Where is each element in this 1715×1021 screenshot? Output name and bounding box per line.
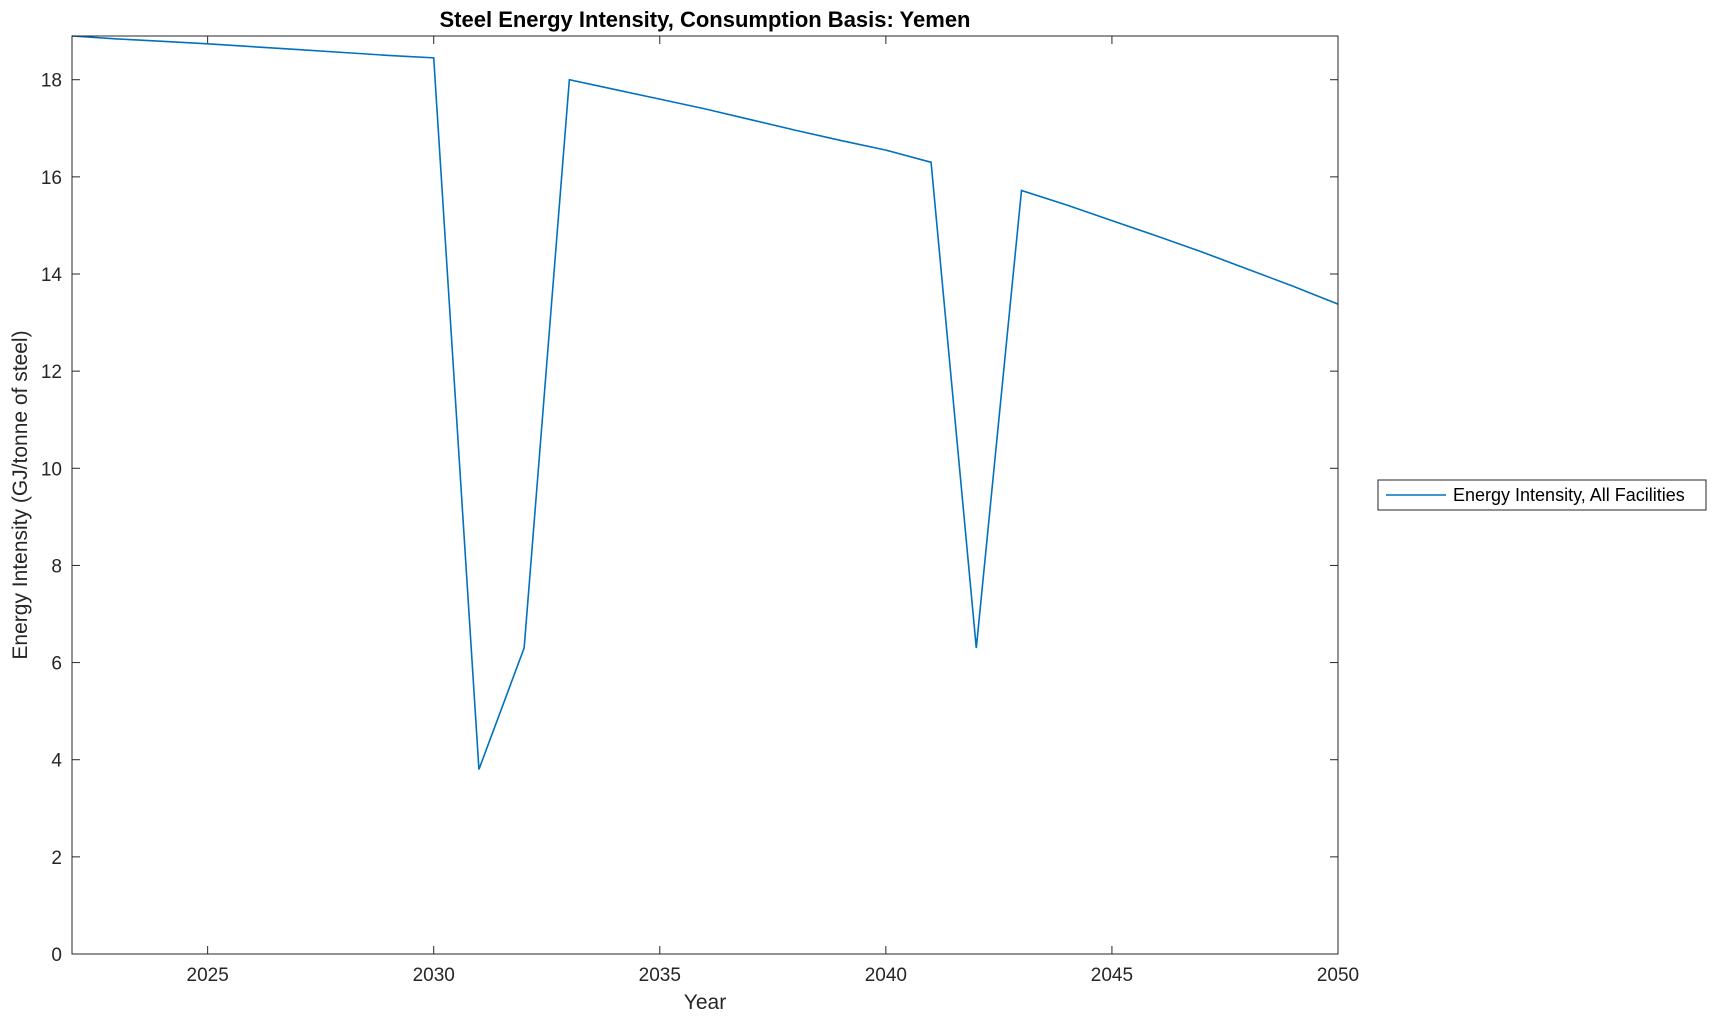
data-point [795, 129, 797, 131]
y-tick-label: 2 [51, 848, 62, 869]
data-point [930, 161, 932, 163]
data-point [116, 38, 118, 40]
series-line-energy-intensity [71, 35, 1339, 770]
data-point [1156, 235, 1158, 237]
data-point [885, 149, 887, 151]
data-point [523, 647, 525, 649]
data-point [840, 140, 842, 142]
data-point [569, 79, 571, 81]
x-tick-label: 2040 [865, 965, 907, 986]
plot-area [72, 36, 1338, 954]
data-point [297, 49, 299, 51]
data-point [1292, 285, 1294, 287]
data-point [975, 647, 977, 649]
y-tick-label: 12 [41, 362, 62, 383]
data-point [1021, 190, 1023, 192]
x-axis-label: Year [684, 991, 726, 1014]
data-point [162, 41, 164, 43]
chart-title: Steel Energy Intensity, Consumption Basi… [440, 7, 971, 32]
y-tick-label: 14 [41, 265, 63, 286]
y-axis-label: Energy Intensity (GJ/tonne of steel) [9, 330, 32, 659]
x-tick-label: 2030 [413, 965, 455, 986]
axis-ticks: 2025 2030 2035 2040 2045 2050 0 2 4 6 8 10 12 14 16 18 [41, 36, 1359, 986]
data-point [342, 52, 344, 54]
data-point [207, 43, 209, 45]
y-tick-label: 18 [41, 71, 62, 92]
data-point [433, 57, 435, 59]
data-point [252, 46, 254, 48]
x-tick-label: 2045 [1091, 965, 1133, 986]
y-tick-label: 8 [51, 556, 62, 577]
data-point [614, 89, 616, 91]
data-point [1111, 220, 1113, 222]
data-point [1202, 251, 1204, 253]
data-point [704, 108, 706, 110]
x-tick-label: 2035 [639, 965, 681, 986]
legend-label: Energy Intensity, All Facilities [1453, 485, 1685, 505]
plot-border [71, 35, 1339, 955]
legend: Energy Intensity, All Facilities [1377, 479, 1707, 511]
y-tick-label: 6 [51, 654, 62, 675]
x-tick-label: 2050 [1317, 965, 1359, 986]
data-point [478, 769, 480, 771]
data-point [659, 98, 661, 100]
y-tick-label: 0 [51, 945, 62, 966]
x-tick-label: 2025 [187, 965, 229, 986]
y-tick-label: 16 [41, 168, 62, 189]
y-tick-label: 10 [41, 459, 62, 480]
y-tick-label: 4 [51, 751, 62, 772]
data-point [1247, 268, 1249, 270]
data-point [749, 119, 751, 121]
data-point [1066, 204, 1068, 206]
data-point [388, 55, 390, 57]
